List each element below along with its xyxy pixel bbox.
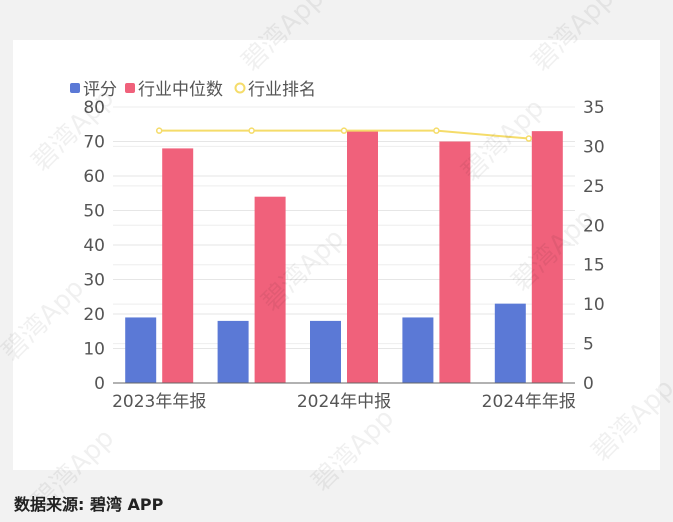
legend-marker bbox=[236, 84, 245, 93]
rank-point bbox=[526, 136, 531, 141]
rank-point bbox=[342, 128, 347, 133]
x-tick-label: 2024年年报 bbox=[482, 392, 576, 412]
y-right-tick-label: 20 bbox=[583, 216, 605, 236]
y-left-tick-label: 40 bbox=[83, 236, 105, 256]
rank-point bbox=[249, 128, 254, 133]
x-tick-label: 2024年中报 bbox=[297, 392, 391, 412]
y-left-tick-label: 60 bbox=[83, 167, 105, 187]
y-left-tick-label: 0 bbox=[94, 374, 105, 394]
y-right-tick-label: 5 bbox=[583, 335, 594, 355]
legend-label: 行业中位数 bbox=[138, 80, 223, 100]
rank-point bbox=[157, 128, 162, 133]
y-left-tick-label: 50 bbox=[83, 202, 105, 222]
bar-industry-median bbox=[255, 197, 286, 383]
bar-industry-median bbox=[532, 131, 563, 383]
y-right-tick-label: 25 bbox=[583, 177, 605, 197]
y-left-tick-label: 80 bbox=[83, 98, 105, 118]
y-axis-right: 0 5 10 15 20 25 30 35 bbox=[583, 98, 605, 394]
data-source-note: 数据来源: 碧湾 APP bbox=[14, 491, 163, 515]
legend-label: 行业排名 bbox=[248, 80, 316, 100]
chart-card: 0 10 20 30 40 50 60 70 80 0 5 10 15 20 25 30 35 2023年年报… bbox=[13, 40, 660, 470]
rank-point bbox=[434, 128, 439, 133]
bar-score bbox=[218, 321, 249, 383]
bar-score bbox=[402, 317, 433, 383]
y-right-tick-label: 15 bbox=[583, 256, 605, 276]
y-axis-left: 0 10 20 30 40 50 60 70 80 bbox=[83, 98, 105, 394]
y-right-tick-label: 10 bbox=[583, 295, 605, 315]
y-right-tick-label: 0 bbox=[583, 374, 594, 394]
x-tick-label: 2023年年报 bbox=[112, 392, 206, 412]
bar-industry-median bbox=[439, 142, 470, 384]
bar-score bbox=[495, 304, 526, 383]
bars bbox=[125, 131, 563, 383]
legend-marker bbox=[70, 83, 80, 93]
bar-industry-median bbox=[162, 148, 193, 383]
chart: 0 10 20 30 40 50 60 70 80 0 5 10 15 20 25 30 35 2023年年报… bbox=[13, 40, 660, 470]
bar-score bbox=[125, 317, 156, 383]
legend-marker bbox=[125, 83, 135, 93]
x-axis: 2023年年报 2024年中报 2024年年报 bbox=[112, 383, 576, 412]
y-left-tick-label: 70 bbox=[83, 133, 105, 153]
y-right-tick-label: 35 bbox=[583, 98, 605, 118]
legend-label: 评分 bbox=[83, 80, 117, 100]
y-left-tick-label: 20 bbox=[83, 305, 105, 325]
bar-score bbox=[310, 321, 341, 383]
y-right-tick-label: 30 bbox=[583, 137, 605, 157]
legend: 评分 行业中位数 行业排名 bbox=[70, 80, 316, 100]
bar-industry-median bbox=[347, 131, 378, 383]
rank-line bbox=[157, 128, 532, 141]
y-left-tick-label: 30 bbox=[83, 271, 105, 291]
y-left-tick-label: 10 bbox=[83, 340, 105, 360]
